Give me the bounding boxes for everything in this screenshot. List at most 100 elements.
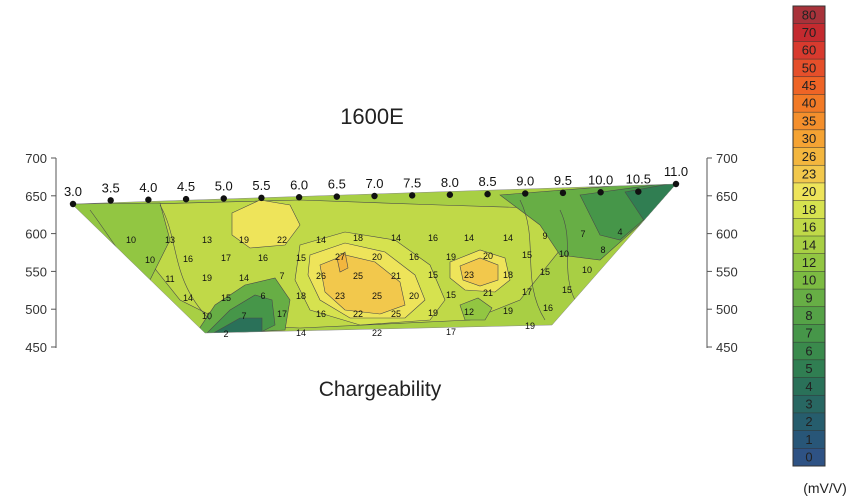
right-tick-label: 500	[716, 302, 738, 317]
station-marker	[258, 194, 265, 202]
contour-value-label: 25	[391, 309, 401, 319]
colorbar-swatch	[793, 165, 825, 184]
colorbar-swatch	[793, 112, 825, 131]
contour-value-label: 14	[316, 235, 326, 245]
contour-region-sw-lowest	[208, 317, 263, 333]
contour-value-label: 18	[503, 270, 513, 280]
station-marker	[446, 191, 454, 198]
station-label: 3.5	[102, 180, 120, 195]
station-marker	[333, 193, 341, 200]
contour-value-label: 27	[335, 252, 345, 262]
colorbar-swatch	[793, 129, 825, 149]
colorbar-swatch	[793, 147, 825, 166]
colorbar-label: 70	[802, 25, 816, 40]
contour-value-label: 17	[446, 327, 456, 337]
colorbar-swatch	[793, 430, 825, 449]
colorbar-swatch	[793, 253, 825, 272]
colorbar-swatch	[793, 359, 825, 379]
station-marker	[408, 192, 416, 199]
contour-value-label: 10	[145, 255, 155, 265]
colorbar-swatch	[793, 271, 825, 290]
left-tick-label: 450	[25, 340, 47, 355]
colorbar-swatch	[793, 6, 825, 25]
contour-value-label: 7	[241, 311, 246, 321]
contour-value-label: 15	[522, 250, 532, 260]
contour-value-label: 25	[353, 271, 363, 281]
colorbar-label: 1	[805, 432, 812, 447]
left-tick-label: 500	[25, 302, 47, 317]
contour-value-label: 20	[409, 291, 419, 301]
contour-value-label: 19	[446, 252, 456, 262]
station-marker	[220, 195, 227, 202]
station-label: 5.5	[252, 178, 270, 193]
contour-value-label: 16	[316, 309, 326, 319]
contour-value-label: 15	[446, 290, 456, 300]
colorbar-swatch	[793, 218, 825, 237]
station-label: 6.0	[290, 177, 308, 192]
contour-value-label: 17	[522, 287, 532, 297]
contour-value-label: 25	[372, 291, 382, 301]
colorbar-swatch	[793, 377, 825, 396]
station-label: 4.5	[177, 179, 195, 194]
contour-value-label: 10	[559, 249, 569, 259]
left-tick-label: 700	[25, 151, 47, 166]
contour-value-label: 7	[279, 271, 284, 281]
colorbar-label: 35	[802, 113, 816, 128]
contour-value-label: 17	[277, 309, 287, 319]
contour-region-east-peak	[459, 257, 499, 287]
contour-value-label: 6	[260, 291, 265, 301]
left-tick-label: 550	[25, 264, 47, 279]
station-label: 7.5	[403, 175, 421, 190]
contour-value-label: 15	[562, 285, 572, 295]
contour-value-label: 15	[296, 253, 306, 263]
colorbar-label: 16	[802, 220, 816, 235]
colorbar-label: 3	[805, 397, 812, 412]
left-tick-label: 650	[25, 189, 47, 204]
contour-value-label: 7	[580, 229, 585, 239]
right-elevation-axis: 700 650 600 550 500 450	[706, 151, 738, 355]
contour-value-label: 13	[202, 235, 212, 245]
station-marker	[182, 195, 190, 203]
colorbar-label: 30	[802, 131, 816, 146]
left-tick-label: 600	[25, 227, 47, 242]
station-markers: 3.0 3.5 4.0 4.5 5.0 5.5 6.0 6.5 7.0 7.5 8.0 8.5 9.0 9…	[64, 164, 688, 208]
colorbar: 8070605045403530262320181614121098765432…	[792, 5, 847, 496]
contour-value-label: 12	[464, 307, 474, 317]
contour-value-label: 14	[183, 293, 193, 303]
right-tick-label: 600	[716, 227, 738, 242]
station-label: 4.0	[139, 180, 157, 195]
contour-labels: 10 13 13 19 22 14 18 14 16 14 14 9 7 410 16 17 16 15 27 20 1…	[126, 227, 623, 339]
colorbar-label: 0	[805, 450, 812, 465]
colorbar-swatch	[793, 236, 825, 255]
contour-value-label: 19	[428, 308, 438, 318]
contour-value-label: 22	[277, 235, 287, 245]
colorbar-label: 60	[802, 43, 816, 58]
colorbar-swatch	[793, 94, 825, 113]
station-label: 9.5	[554, 173, 572, 188]
contour-value-label: 10	[202, 311, 212, 321]
contour-value-label: 15	[540, 267, 550, 277]
station-marker	[371, 192, 378, 200]
station-label: 10.5	[626, 172, 651, 187]
contour-region-central-26	[336, 251, 349, 273]
contour-value-label: 21	[483, 288, 493, 298]
contour-value-label: 11	[165, 274, 174, 284]
right-tick-label: 450	[716, 340, 738, 355]
contour-value-label: 13	[165, 235, 175, 245]
colorbar-label: 9	[805, 290, 812, 305]
colorbar-label: 20	[802, 184, 816, 199]
station-marker	[69, 200, 77, 208]
contour-value-label: 9	[542, 231, 547, 241]
colorbar-swatch	[793, 23, 825, 42]
station-marker	[107, 197, 114, 204]
colorbar-swatch	[793, 76, 825, 95]
station-marker	[597, 189, 604, 196]
colorbar-label: 7	[805, 326, 812, 341]
colorbar-label: 18	[802, 202, 816, 217]
right-tick-label: 700	[716, 151, 738, 166]
contour-value-label: 2	[223, 329, 228, 339]
contour-region-east-low	[459, 297, 493, 321]
colorbar-swatch	[793, 342, 825, 361]
colorbar-label: 8	[805, 308, 812, 323]
